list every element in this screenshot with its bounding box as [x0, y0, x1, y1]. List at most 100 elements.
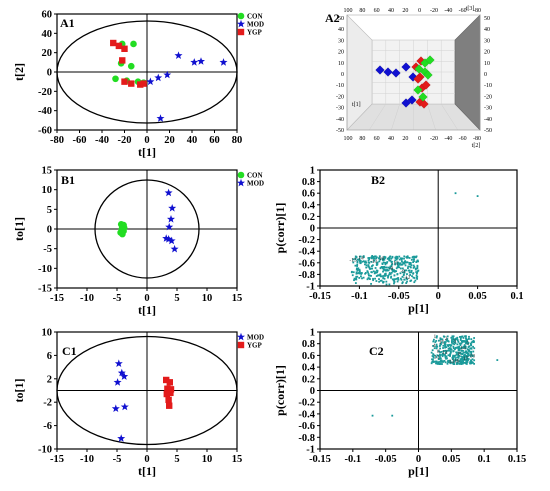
B2-loading-point	[370, 282, 372, 285]
C2-loading-point	[473, 359, 476, 362]
A2-point-con	[425, 55, 435, 65]
B1-xtick-label: -10	[80, 293, 94, 304]
C2-loading-point	[458, 360, 460, 363]
B2-loading-point	[365, 264, 368, 267]
A1-ylabel: t[2]	[12, 63, 26, 81]
B2-loading-point	[386, 257, 389, 260]
B2-loading-point	[409, 265, 411, 268]
B2-loading-point	[410, 269, 413, 272]
B2-loading-point	[390, 265, 393, 267]
B2-loading-point	[382, 261, 385, 264]
B2-loading-point	[354, 264, 357, 267]
B2-loading-point	[372, 255, 375, 258]
A1-legend-swatch	[237, 19, 245, 28]
B2-loading-point	[373, 272, 376, 275]
B2-loading-point	[413, 277, 416, 279]
B2-loading-point	[358, 270, 361, 273]
C2-loading-point	[451, 341, 453, 344]
C2-loading-point	[447, 347, 450, 350]
C2-loading-point	[463, 357, 466, 360]
C2-loading-point	[471, 340, 474, 343]
B2-loading-point	[387, 257, 390, 259]
B1-point-mod	[170, 244, 179, 253]
C2-loading-point	[432, 358, 434, 361]
C2-xtick-label: 0.15	[508, 454, 526, 465]
A2-left-tick: -50	[336, 128, 344, 134]
B2-loading-point	[403, 273, 405, 276]
C2-loading-point	[470, 344, 472, 347]
B2-loading-point	[407, 267, 409, 270]
B2-loading-point	[417, 260, 420, 263]
B2-loading-point	[416, 265, 419, 268]
C2-loading-point	[470, 350, 473, 353]
C1-xlabel: t[1]	[138, 464, 156, 478]
C2-loading-point	[452, 342, 455, 345]
C2-loading-point	[456, 336, 459, 339]
C2-loading-point	[462, 360, 465, 363]
C2-loading-point	[470, 353, 473, 356]
C2-loading-point	[437, 339, 440, 342]
B2-loading-point	[375, 262, 378, 265]
C2-loading-point	[452, 356, 454, 358]
B2-loading-point	[375, 257, 378, 260]
B2-loading-point	[357, 268, 359, 271]
B2-loading-point	[354, 258, 357, 261]
B2-point-label: -9	[400, 269, 405, 275]
C2-loading-point	[460, 349, 463, 352]
C1-ytick-label: -6	[43, 421, 52, 432]
A1-point-ygp	[140, 80, 147, 87]
B2-loading-point	[382, 277, 385, 279]
C2-loading-point	[449, 362, 452, 364]
C2-loading-point	[433, 347, 436, 350]
C2-loading-point	[452, 338, 455, 341]
B2-loading-point	[393, 274, 396, 277]
B2-loading-point	[399, 272, 402, 275]
C2-loading-point	[454, 357, 457, 359]
C2-loading-point	[454, 354, 457, 357]
B2-xtick-label: -0.05	[388, 291, 410, 302]
A1-point-mod	[156, 114, 165, 122]
C2-loading-point	[471, 358, 474, 361]
C2-point-label: 15	[439, 340, 445, 346]
B2-loading-point	[403, 269, 406, 272]
C2-loading-point	[435, 343, 438, 346]
B2-loading-point	[409, 274, 412, 276]
A1-panel-label: A1	[60, 16, 75, 30]
C2-xtick-label: -0.1	[345, 454, 362, 465]
B2-loading-point	[416, 259, 419, 262]
C1-xtick-label: 15	[232, 454, 243, 465]
B2-loading-point	[397, 277, 400, 279]
B2-loading-point	[367, 259, 370, 262]
B2-loading-point	[380, 275, 383, 278]
C2-loading-point	[440, 350, 443, 353]
B1-legend-label: CON	[247, 172, 263, 180]
C2-ytick-label: 0.2	[302, 374, 315, 385]
C2-loading-point	[456, 346, 459, 349]
B2-loading-point	[412, 272, 414, 275]
C2-loading-point	[446, 339, 449, 342]
C2-loading-point	[437, 362, 440, 365]
C1-hotelling-ellipse	[56, 335, 238, 446]
C2-loading-point	[431, 349, 434, 352]
B2-loading-point	[385, 280, 388, 283]
B2-point-label: -12	[403, 275, 411, 281]
B2-point-label: -15	[349, 258, 357, 264]
C2-loading-point	[438, 345, 441, 347]
C2-loading-point	[467, 350, 470, 352]
B2-loading-point	[367, 277, 370, 279]
A2-right-tick: 50	[484, 16, 490, 22]
C2-loading-point	[452, 350, 455, 353]
C2-point-label: 1	[434, 334, 437, 340]
A2-point-mod	[391, 68, 401, 78]
C2-loading-point	[461, 341, 464, 343]
C2-loading-point	[470, 352, 473, 355]
C2-loading-point	[442, 353, 445, 356]
A2-left-tick: 20	[338, 50, 344, 56]
C2-loading-point	[447, 345, 450, 348]
C2-loading-point	[470, 338, 473, 341]
C2-loading-point	[472, 339, 475, 342]
C1-point-ygp	[166, 379, 173, 386]
C2-loading-point	[466, 339, 468, 342]
C2-loading-point	[465, 337, 467, 339]
C2-loading-point	[447, 360, 449, 363]
